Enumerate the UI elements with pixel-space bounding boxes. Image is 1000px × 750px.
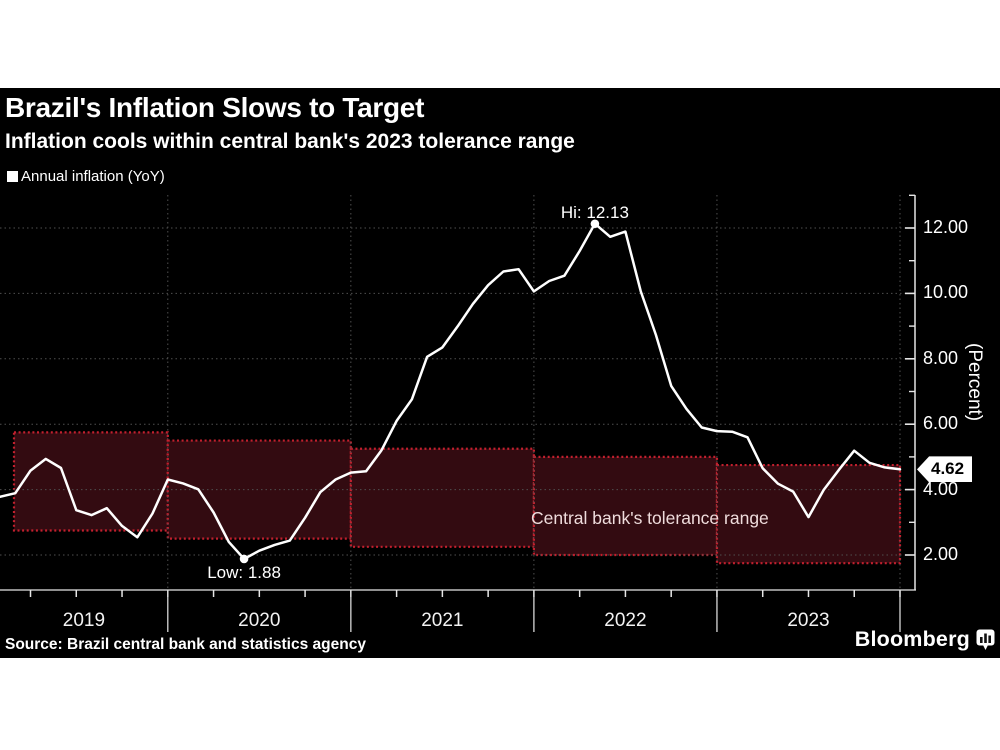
source-note: Source: Brazil central bank and statisti… bbox=[5, 636, 366, 653]
low-point-annotation: Low: 1.88 bbox=[207, 562, 281, 582]
legend: Annual inflation (YoY) bbox=[7, 168, 165, 185]
tolerance-range-label: Central bank's tolerance range bbox=[531, 508, 769, 528]
bloomberg-terminal-icon bbox=[976, 629, 995, 650]
bloomberg-wordmark: Bloomberg bbox=[854, 627, 970, 651]
chart-panel: Brazil's Inflation Slows to Target Infla… bbox=[0, 88, 1000, 658]
y-axis-title: (Percent) bbox=[964, 343, 985, 422]
legend-swatch-icon bbox=[7, 171, 18, 182]
inflation-line-chart bbox=[0, 194, 916, 632]
chart-title: Brazil's Inflation Slows to Target bbox=[5, 92, 425, 123]
chart-subtitle: Inflation cools within central bank's 20… bbox=[5, 130, 575, 153]
legend-label: Annual inflation (YoY) bbox=[21, 168, 165, 185]
high-point-annotation: Hi: 12.13 bbox=[560, 202, 629, 222]
last-value-badge: 4.62 bbox=[917, 456, 972, 483]
brand: Bloomberg bbox=[855, 627, 995, 652]
